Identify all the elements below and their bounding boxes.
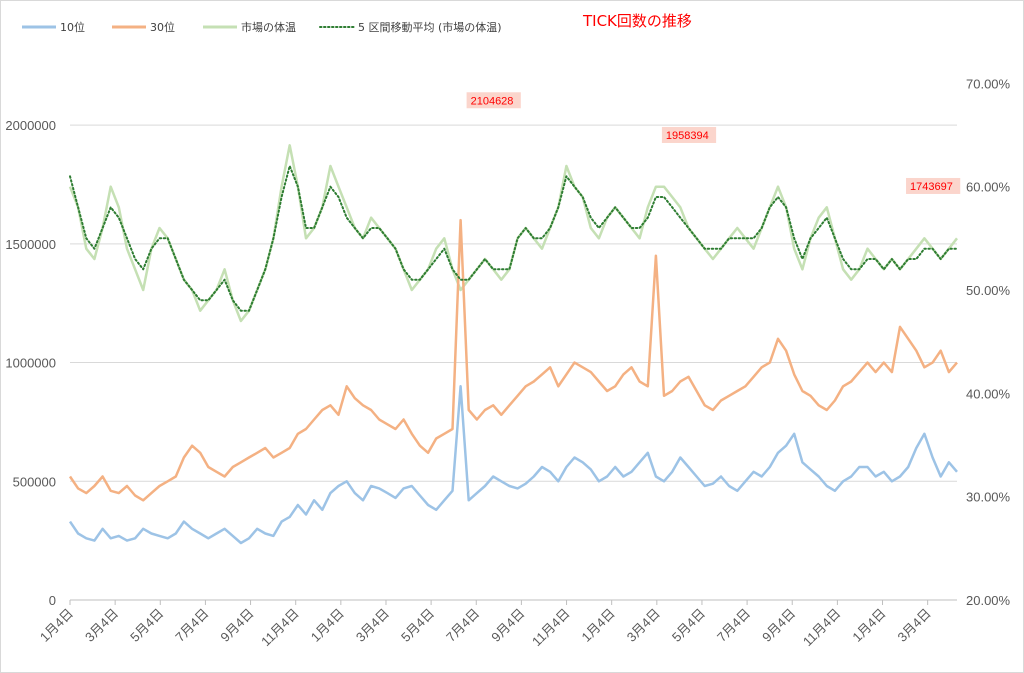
y-left-tick-label: 1500000 (5, 237, 56, 252)
x-tick-label: 5月4日 (398, 606, 437, 645)
x-tick-label: 1月4日 (849, 606, 888, 645)
x-tick-label: 3月4日 (624, 606, 663, 645)
data-callout-bg (466, 92, 521, 109)
legend-label: 30位 (150, 20, 175, 34)
x-tick-label: 3月4日 (895, 606, 934, 645)
series-line-1 (68, 218, 958, 502)
x-tick-label: 11月4日 (800, 606, 844, 650)
data-callout-label: 1958394 (666, 130, 709, 142)
x-tick-label: 1月4日 (308, 606, 347, 645)
x-tick-label: 1月4日 (579, 606, 618, 645)
legend-label: 市場の体温 (241, 20, 296, 34)
legend-label: 5 区間移動平均 (市場の体温) (358, 20, 502, 34)
y-right-tick-label: 40.00% (966, 386, 1011, 401)
series-line-2 (68, 144, 958, 323)
y-right-tick-label: 60.00% (966, 180, 1011, 195)
x-tick-label: 9月4日 (217, 606, 256, 645)
x-tick-label: 3月4日 (353, 606, 392, 645)
y-left-tick-label: 500000 (13, 474, 56, 489)
y-left-tick-label: 1000000 (5, 356, 56, 371)
y-left-tick-label: 0 (49, 593, 56, 608)
legend-label: 10位 (60, 20, 85, 34)
series-line-0 (68, 385, 958, 545)
x-tick-label: 5月4日 (669, 606, 708, 645)
x-tick-label: 7月4日 (714, 606, 753, 645)
x-tick-label: 11月4日 (529, 606, 573, 650)
series-line-3 (69, 165, 958, 312)
x-tick-label: 5月4日 (127, 606, 166, 645)
x-tick-label: 1月4日 (37, 606, 76, 645)
x-tick-label: 7月4日 (443, 606, 482, 645)
chart-title: TICK回数の推移 (582, 12, 692, 30)
data-callout-label: 1743697 (910, 181, 953, 193)
data-callout-bg (661, 126, 717, 143)
series-layer (68, 144, 958, 545)
legend: 10位 30位 市場の体温 5 区間移動平均 (市場の体温) (22, 20, 502, 34)
y-left-tick-label: 2000000 (5, 118, 56, 133)
data-callout-bg (906, 177, 961, 194)
x-tick-label: 7月4日 (172, 606, 211, 645)
y-right-tick-label: 20.00% (966, 593, 1011, 608)
x-tick-label: 9月4日 (759, 606, 798, 645)
x-tick-label: 11月4日 (258, 606, 302, 650)
annotations: 2104628 1958394 1743697 (466, 92, 961, 194)
gridlines (70, 124, 957, 482)
y-right-tick-label: 50.00% (966, 283, 1011, 298)
x-tick-label: 3月4日 (82, 606, 121, 645)
x-tick-label: 9月4日 (488, 606, 527, 645)
data-callout-label: 2104628 (471, 95, 514, 107)
y-right-tick-label: 70.00% (966, 76, 1011, 91)
y-right-tick-label: 30.00% (966, 490, 1011, 505)
